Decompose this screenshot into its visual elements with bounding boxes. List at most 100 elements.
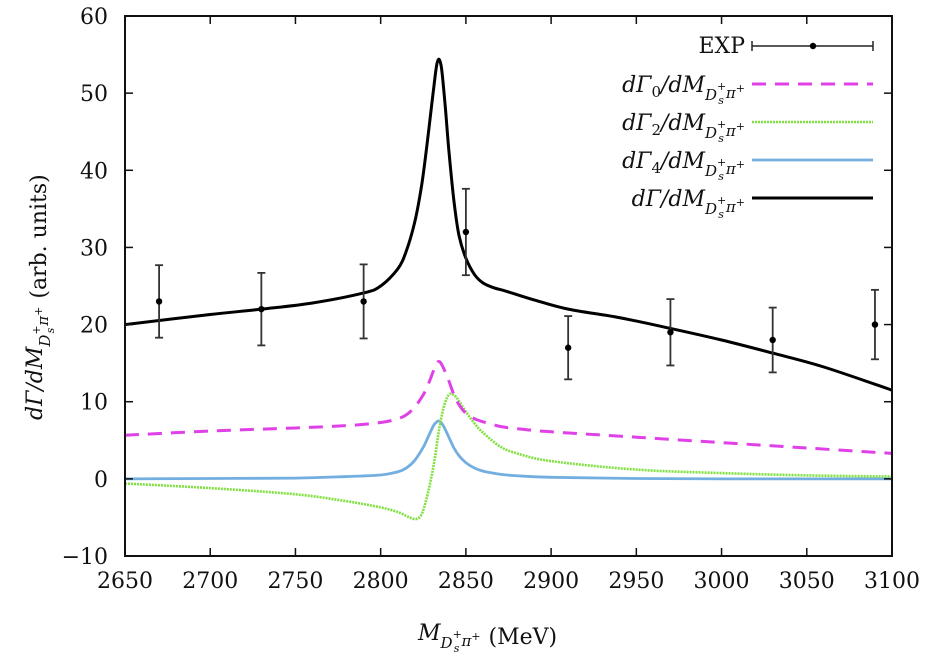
exp-marker bbox=[258, 305, 265, 313]
legend-label-part: π bbox=[725, 160, 737, 178]
legend-label-part: D bbox=[704, 124, 717, 142]
exp-marker bbox=[155, 298, 163, 305]
legend-label: dΓ0/dMD+ s π+ bbox=[622, 73, 745, 107]
x-label-sub-sub: s bbox=[454, 642, 460, 655]
legend-label-part: + bbox=[717, 118, 726, 131]
y-tick-label: 50 bbox=[80, 82, 108, 107]
legend-label-part: + bbox=[736, 158, 745, 171]
legend-label-part: dΓ bbox=[622, 111, 652, 136]
legend-label-part: + bbox=[717, 80, 726, 93]
legend-label-part: π bbox=[725, 122, 737, 140]
legend-label-part: /dM bbox=[659, 111, 705, 136]
y-axis-label-group: dΓ/dMD+sπ+(arb. units) bbox=[23, 174, 57, 420]
y-tick-label: 40 bbox=[80, 159, 108, 184]
x-label-sub: D bbox=[440, 634, 453, 652]
legend-label-part: π bbox=[725, 198, 737, 216]
x-label-main: M bbox=[417, 621, 441, 646]
x-tick-label: 2800 bbox=[353, 569, 409, 594]
exp-point bbox=[257, 271, 266, 347]
x-tick-label: 2700 bbox=[182, 569, 238, 594]
ticks-layer bbox=[124, 15, 893, 557]
exp-marker bbox=[360, 298, 367, 305]
x-tick-label: 3100 bbox=[864, 569, 920, 594]
y-label-sub2: π bbox=[34, 315, 52, 327]
legend-label-part: D bbox=[704, 86, 717, 104]
y-label-pre: dΓ/dM bbox=[23, 346, 48, 420]
series-line-0 bbox=[125, 359, 892, 455]
series-line-3 bbox=[125, 57, 892, 392]
legend-entry: dΓ/dMD+ s π+ bbox=[632, 187, 873, 221]
legend-label-part: + bbox=[736, 82, 745, 95]
legend-label-part: dΓ bbox=[622, 149, 652, 174]
exp-marker bbox=[462, 228, 470, 236]
exp-marker bbox=[667, 329, 674, 336]
legend-label-part: D bbox=[704, 200, 717, 218]
legend-label-part: D bbox=[704, 162, 717, 180]
x-label-sub2-sup: + bbox=[471, 630, 480, 643]
y-tick-label: 10 bbox=[80, 391, 108, 416]
legend-label-part: + bbox=[717, 156, 726, 169]
plot-frame bbox=[124, 15, 893, 557]
legend-entry: dΓ2/dMD+ s π+ bbox=[622, 111, 873, 145]
exp-point bbox=[870, 288, 879, 361]
x-axis-label: MD+ s π+ (MeV) bbox=[417, 621, 557, 655]
legend-label-part: s bbox=[718, 208, 724, 221]
x-tick-labels: 2650 2700 2750 2800 2850 2900 2950 3000 3050 3100 bbox=[97, 569, 920, 594]
legend-entries: dΓ0/dMD+ s π+dΓ2/dMD+ s π+dΓ4/dMD+ s π+dΓ/dMD+… bbox=[622, 73, 873, 221]
x-tick-label: 2650 bbox=[97, 569, 153, 594]
legend-label-part: 0 bbox=[651, 83, 661, 101]
y-label-unit: (arb. units) bbox=[27, 174, 52, 298]
legend-entry: dΓ4/dMD+ s π+ bbox=[622, 149, 873, 183]
y-label-sub-sub: s bbox=[44, 327, 57, 333]
legend-label-part: /dM bbox=[659, 187, 705, 212]
legend-label-part: /dM bbox=[659, 73, 705, 98]
x-label-sub2: π bbox=[460, 632, 472, 650]
legend: EXP dΓ0/dMD+ s π+dΓ2/dMD+ s π+dΓ4/dMD+ s π+dΓ/… bbox=[622, 34, 874, 221]
exp-point bbox=[768, 306, 777, 374]
legend-label-part: + bbox=[717, 194, 726, 207]
exp-marker bbox=[871, 321, 879, 328]
legend-entry: dΓ0/dMD+ s π+ bbox=[622, 73, 873, 107]
data-points-layer bbox=[155, 187, 879, 381]
legend-label-part: 4 bbox=[651, 159, 661, 177]
legend-label-exp: EXP bbox=[698, 34, 745, 59]
y-label-sub2-sup: + bbox=[32, 307, 45, 316]
legend-label-part: /dM bbox=[659, 149, 705, 174]
legend-label: dΓ2/dMD+ s π+ bbox=[622, 111, 745, 145]
x-tick-label: 2750 bbox=[267, 569, 323, 594]
legend-label-part: s bbox=[718, 132, 724, 145]
legend-label-part: + bbox=[736, 120, 745, 133]
exp-point bbox=[461, 187, 470, 277]
series-line-2 bbox=[125, 419, 892, 481]
legend-label: dΓ4/dMD+ s π+ bbox=[622, 149, 745, 183]
exp-point bbox=[564, 315, 573, 381]
legend-label-part: 2 bbox=[651, 121, 661, 139]
legend-label-part: dΓ bbox=[632, 187, 662, 212]
legend-label-part: s bbox=[718, 94, 724, 107]
y-tick-label: 20 bbox=[80, 314, 108, 339]
y-tick-labels: −10 0 10 20 30 40 50 60 bbox=[62, 5, 108, 570]
y-tick-label: 0 bbox=[94, 468, 108, 493]
y-tick-label: −10 bbox=[62, 545, 108, 570]
y-tick-label: 30 bbox=[80, 236, 108, 261]
x-tick-label: 3000 bbox=[694, 569, 750, 594]
x-tick-label: 3050 bbox=[779, 569, 835, 594]
y-label-sub-sup: + bbox=[30, 325, 43, 334]
legend-label-part: dΓ bbox=[622, 73, 652, 98]
x-tick-label: 2950 bbox=[608, 569, 664, 594]
x-label-sub-sup: + bbox=[453, 628, 462, 641]
x-label-unit: (MeV) bbox=[489, 625, 558, 650]
x-tick-label: 2900 bbox=[523, 569, 579, 594]
y-axis-label: dΓ/dMD+sπ+(arb. units) bbox=[23, 174, 57, 420]
exp-marker bbox=[564, 344, 572, 351]
legend-exp-marker bbox=[809, 42, 817, 50]
legend-label-part: + bbox=[736, 196, 745, 209]
exp-point bbox=[359, 263, 368, 340]
series-line-1 bbox=[125, 392, 892, 521]
curves-layer bbox=[125, 57, 892, 521]
legend-sample-exp bbox=[751, 41, 874, 51]
legend-label-part: π bbox=[725, 84, 737, 102]
exp-point bbox=[155, 264, 164, 339]
